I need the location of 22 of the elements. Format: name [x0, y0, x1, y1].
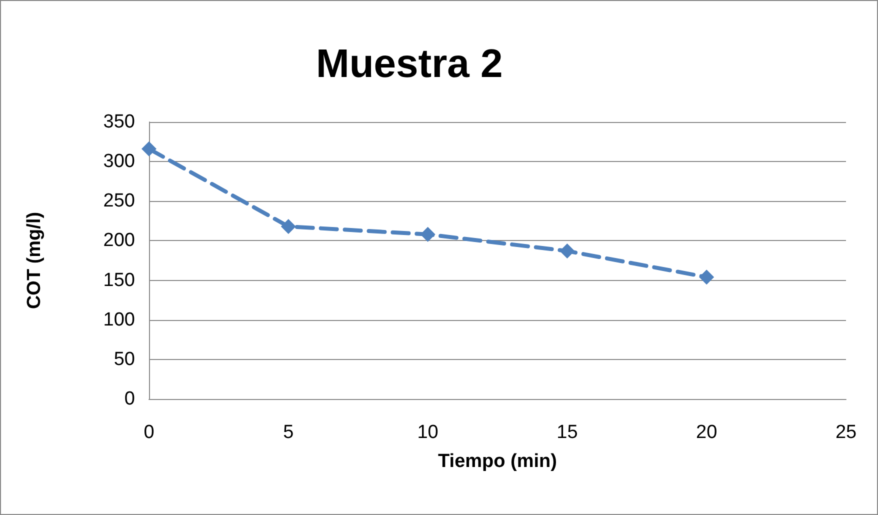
y-tick-label: 50 — [114, 348, 135, 370]
y-tick-label: 350 — [103, 112, 135, 132]
y-tick-label: 200 — [103, 230, 135, 252]
x-axis-title: Tiempo (min) — [438, 451, 557, 472]
point — [142, 141, 156, 156]
x-tick-label: 15 — [556, 422, 578, 443]
point — [280, 218, 296, 234]
point — [699, 270, 714, 285]
y-tick-label: 150 — [103, 270, 135, 291]
point — [560, 244, 575, 259]
x-tick-label: 25 — [835, 422, 857, 443]
y-tick-label: 0 — [124, 388, 135, 410]
y-tick-label: 300 — [103, 151, 135, 172]
x-tick-label: 20 — [696, 422, 718, 443]
chart-title: Muestra 2 — [316, 42, 503, 86]
x-tick-label: 5 — [283, 422, 294, 443]
y-tick-label: 250 — [103, 190, 135, 212]
x-tick-label: 0 — [144, 422, 154, 443]
y-tick-label: 100 — [103, 309, 135, 330]
y-axis-title: COT (mg/l) — [24, 212, 45, 310]
x-tick-label: 10 — [417, 422, 438, 443]
point — [420, 226, 436, 242]
